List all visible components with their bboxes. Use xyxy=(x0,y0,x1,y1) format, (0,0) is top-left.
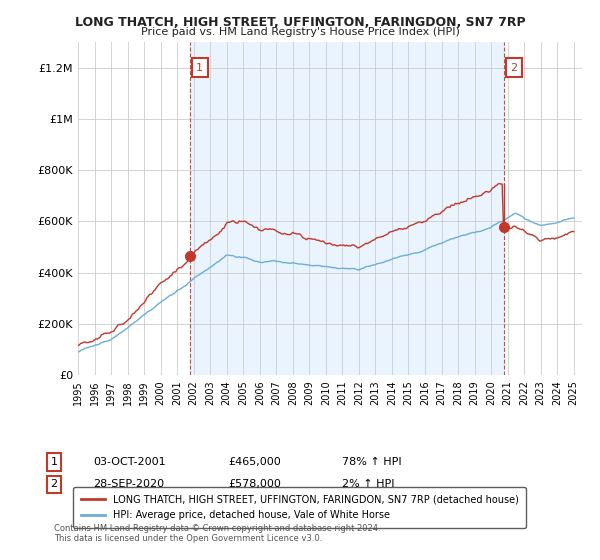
Text: 03-OCT-2001: 03-OCT-2001 xyxy=(93,457,166,467)
Text: 28-SEP-2020: 28-SEP-2020 xyxy=(93,479,164,489)
Legend: LONG THATCH, HIGH STREET, UFFINGTON, FARINGDON, SN7 7RP (detached house), HPI: A: LONG THATCH, HIGH STREET, UFFINGTON, FAR… xyxy=(73,487,526,528)
Text: 1: 1 xyxy=(50,457,58,467)
Text: LONG THATCH, HIGH STREET, UFFINGTON, FARINGDON, SN7 7RP: LONG THATCH, HIGH STREET, UFFINGTON, FAR… xyxy=(74,16,526,29)
Bar xyxy=(190,42,503,375)
Text: 2% ↑ HPI: 2% ↑ HPI xyxy=(342,479,395,489)
Text: 78% ↑ HPI: 78% ↑ HPI xyxy=(342,457,401,467)
Text: £578,000: £578,000 xyxy=(228,479,281,489)
Text: £465,000: £465,000 xyxy=(228,457,281,467)
Text: 1: 1 xyxy=(196,63,203,73)
Text: Price paid vs. HM Land Registry's House Price Index (HPI): Price paid vs. HM Land Registry's House … xyxy=(140,27,460,37)
Text: Contains HM Land Registry data © Crown copyright and database right 2024.
This d: Contains HM Land Registry data © Crown c… xyxy=(54,524,380,543)
Text: 2: 2 xyxy=(50,479,58,489)
Text: 2: 2 xyxy=(510,63,517,73)
